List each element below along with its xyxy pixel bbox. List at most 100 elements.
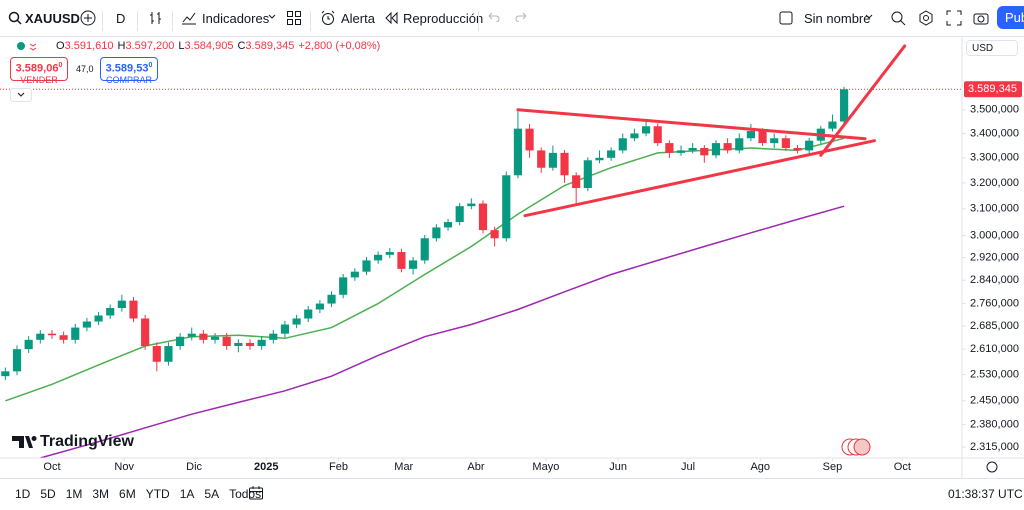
candle-body bbox=[339, 277, 348, 295]
candle-body bbox=[455, 206, 464, 223]
settings[interactable] bbox=[918, 10, 934, 26]
ohlc-key: H bbox=[117, 40, 126, 52]
candle-body bbox=[304, 309, 313, 319]
alert[interactable]: Alerta bbox=[341, 11, 375, 26]
settings-icon[interactable] bbox=[986, 461, 998, 473]
collapse-button[interactable] bbox=[10, 88, 32, 102]
x-tick-label: Oct bbox=[43, 461, 60, 473]
publish-button[interactable]: Pub bbox=[997, 6, 1024, 29]
candle-body bbox=[257, 339, 266, 347]
trend-line bbox=[819, 44, 907, 157]
undo[interactable] bbox=[488, 12, 500, 22]
ohlc-item: H3.597,200 bbox=[118, 40, 175, 52]
range-button[interactable]: 5A bbox=[204, 487, 220, 501]
range-button[interactable]: YTD bbox=[145, 487, 170, 501]
candle-body bbox=[676, 150, 686, 153]
candle-body bbox=[781, 138, 790, 148]
y-tick-label: 2.760,000 bbox=[970, 297, 1019, 309]
sell-price-row: 3.589,060 bbox=[11, 60, 67, 75]
candle-body bbox=[315, 303, 324, 310]
moving-average bbox=[40, 205, 845, 458]
separator bbox=[102, 11, 103, 31]
redo[interactable] bbox=[515, 12, 527, 22]
y-tick-label: 3.300,000 bbox=[970, 152, 1019, 164]
layout-checkbox[interactable] bbox=[779, 11, 793, 25]
last-price-label: 3.589,345 bbox=[968, 83, 1017, 95]
badge-circle bbox=[853, 438, 871, 456]
candle-body bbox=[210, 336, 220, 340]
range-button[interactable]: 3M bbox=[92, 487, 110, 501]
chevron[interactable] bbox=[865, 14, 873, 20]
watermark: TradingView bbox=[12, 433, 135, 450]
candle-body bbox=[665, 143, 674, 153]
ohlc-item: C3.589,345 bbox=[237, 40, 294, 52]
currency-select[interactable]: USD bbox=[966, 40, 1018, 56]
trend-line bbox=[523, 139, 876, 218]
replay[interactable]: Reproducción bbox=[403, 11, 484, 26]
layout-name[interactable]: Sin nombre bbox=[804, 11, 871, 26]
ohlc-change: +2,800 (+0,08%) bbox=[298, 40, 381, 52]
candle-body bbox=[12, 349, 22, 372]
candle-body bbox=[572, 175, 581, 189]
y-tick-label: 2.380,000 bbox=[970, 418, 1019, 430]
y-tick-label: 3.400,000 bbox=[970, 127, 1019, 139]
candle-body bbox=[478, 203, 488, 231]
range-button[interactable]: 1A bbox=[179, 487, 195, 501]
candle-body bbox=[828, 121, 837, 129]
add-symbol[interactable] bbox=[80, 10, 96, 26]
y-tick-label: 2.840,000 bbox=[970, 274, 1019, 286]
range-button[interactable]: Todos bbox=[229, 487, 262, 501]
indicators-icon[interactable] bbox=[181, 10, 197, 26]
candle-body bbox=[560, 152, 569, 176]
chevron[interactable] bbox=[268, 14, 276, 20]
range-button[interactable]: 1M bbox=[65, 487, 83, 501]
date-range-icon[interactable] bbox=[248, 485, 264, 501]
candle-body bbox=[397, 252, 406, 269]
fullscreen[interactable] bbox=[946, 10, 962, 26]
candle-body bbox=[141, 318, 150, 347]
symbol[interactable]: XAUUSD bbox=[25, 11, 80, 26]
ohlc-value: 3.584,905 bbox=[184, 40, 234, 52]
ohlc-legend: O3.591,610 H3.597,200 L3.584,905 C3.589,345… bbox=[56, 40, 380, 52]
candle-body bbox=[187, 333, 196, 337]
x-tick-label: Dic bbox=[186, 461, 202, 473]
candle-body bbox=[711, 143, 721, 156]
separator bbox=[478, 11, 479, 31]
currency: USD bbox=[972, 43, 994, 54]
ohlc-key: L bbox=[178, 40, 185, 52]
candle-body bbox=[758, 131, 767, 144]
ohlc-item: O3.591,610 bbox=[56, 40, 114, 52]
snapshot[interactable] bbox=[973, 10, 989, 26]
candle-body bbox=[490, 230, 499, 239]
flag-badge bbox=[841, 438, 871, 456]
x-tick-label: Sep bbox=[823, 461, 843, 473]
range-button[interactable]: 6M bbox=[119, 487, 136, 501]
buy-button[interactable]: 3.589,530 COMPRAR bbox=[100, 57, 158, 85]
trend-line bbox=[516, 108, 867, 141]
y-tick-label: 3.500,000 bbox=[970, 104, 1019, 116]
indicators[interactable]: Indicadores bbox=[202, 11, 270, 26]
chart-type-icon[interactable] bbox=[148, 10, 164, 26]
replay-icon[interactable] bbox=[384, 11, 398, 25]
toolbar: XAUUSD D Indicadores Alerta Reproducción… bbox=[0, 0, 1024, 37]
candle-body bbox=[502, 175, 511, 239]
settings-gear[interactable] bbox=[986, 461, 998, 473]
range-button[interactable]: 1D bbox=[15, 487, 31, 501]
candle-body bbox=[467, 203, 476, 207]
quick-search[interactable] bbox=[890, 10, 906, 26]
interval[interactable]: D bbox=[116, 11, 126, 26]
layouts-icon[interactable] bbox=[286, 10, 302, 26]
candle-body bbox=[793, 147, 802, 151]
candle-body bbox=[595, 157, 604, 161]
chart: TradingView 2.315,000 2.380,000 2.450,000 2… bbox=[0, 36, 1024, 478]
candle-body bbox=[653, 126, 662, 144]
candle-body bbox=[805, 140, 814, 151]
candle-body bbox=[630, 133, 639, 139]
search-icon[interactable] bbox=[8, 11, 22, 25]
sell-button[interactable]: 3.589,060 VENDER bbox=[10, 57, 68, 85]
sell-price: 3.589,06 bbox=[15, 62, 59, 75]
separator bbox=[137, 11, 138, 31]
range-button[interactable]: 5D bbox=[40, 487, 56, 501]
alert-icon[interactable] bbox=[320, 10, 336, 26]
